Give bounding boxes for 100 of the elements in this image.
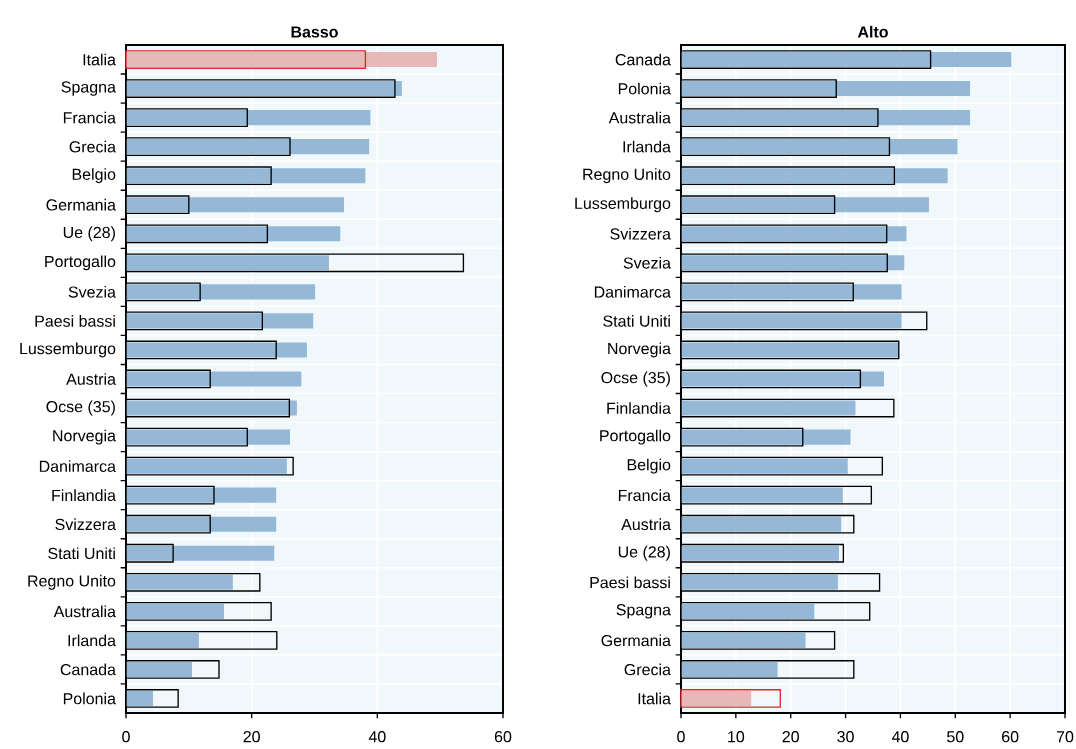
y-tick-label: Grecia — [69, 140, 116, 153]
bar — [681, 632, 806, 648]
y-tick-label: Norvegia — [53, 429, 116, 445]
bar — [681, 690, 752, 707]
bar — [126, 255, 329, 271]
bar — [681, 371, 884, 387]
bar — [126, 51, 438, 68]
bar — [681, 110, 971, 126]
bar — [126, 342, 307, 358]
y-tick-label: Paesi bassi — [35, 315, 115, 327]
bar — [126, 81, 402, 97]
bar — [126, 458, 287, 474]
y-tick-label: Danimarca — [39, 460, 116, 472]
y-tick-label: Svizzera — [610, 227, 671, 240]
x-tick-label: 0 — [677, 731, 685, 743]
bar — [126, 313, 314, 329]
y-tick-label: Austria — [621, 518, 671, 531]
bar — [681, 81, 971, 97]
bar — [126, 226, 341, 242]
bar — [126, 168, 366, 184]
bar — [126, 371, 302, 387]
y-tick-label: Finlandia — [52, 489, 116, 502]
y-tick-label: Canada — [615, 53, 671, 66]
bar — [681, 603, 815, 619]
bar — [126, 516, 277, 532]
bar — [681, 516, 842, 532]
y-tick-label: Regno Unito — [583, 168, 671, 184]
y-tick-label: Svezia — [68, 286, 116, 298]
bar — [681, 429, 851, 445]
x-tick-label: 30 — [837, 731, 854, 743]
y-tick-label: Ocse (35) — [601, 371, 670, 387]
y-tick-label: Francia — [63, 111, 116, 124]
y-tick-label: Paesi bassi — [590, 576, 670, 589]
y-tick-label: Grecia — [624, 663, 671, 676]
y-tick-label: Irlanda — [623, 140, 671, 153]
bar — [681, 574, 838, 590]
bar — [126, 487, 277, 503]
bar — [126, 632, 199, 648]
y-tick-label: Svizzera — [55, 518, 116, 531]
x-tick-label: 20 — [782, 731, 799, 743]
bar — [681, 51, 1012, 68]
y-tick-label: Australia — [53, 605, 116, 618]
bar — [126, 574, 233, 590]
x-tick-label: 50 — [947, 731, 964, 743]
y-tick-label: Irlanda — [68, 634, 116, 647]
bar — [681, 168, 948, 184]
y-tick-label: Spagna — [616, 604, 671, 619]
bar — [126, 400, 297, 416]
y-tick-label: Polonia — [63, 692, 116, 705]
y-tick-label: Austria — [66, 373, 116, 385]
y-tick-label: Lussemburgo — [575, 197, 671, 213]
x-tick-label: 20 — [243, 731, 260, 743]
x-tick-label: 60 — [1002, 731, 1019, 743]
y-tick-label: Lussemburgo — [20, 342, 116, 358]
y-tick-label: Francia — [618, 489, 671, 502]
bar — [681, 255, 905, 271]
bar — [126, 110, 371, 126]
y-tick-label: Italia — [83, 53, 116, 66]
y-tick-label: Canada — [60, 663, 116, 676]
bar — [126, 139, 370, 155]
bar — [681, 197, 929, 213]
y-tick-label: Australia — [608, 111, 671, 124]
bar — [126, 603, 225, 619]
chart-title: Basso — [291, 26, 338, 38]
y-tick-label: Stati Uniti — [603, 315, 670, 327]
y-tick-label: Danimarca — [594, 286, 671, 298]
bar — [681, 313, 902, 329]
bar — [681, 139, 958, 155]
bar — [126, 284, 316, 300]
bar — [681, 226, 907, 242]
y-tick-label: Ue (28) — [618, 545, 670, 561]
x-tick-label: 40 — [368, 731, 386, 743]
bar — [126, 545, 275, 561]
bar — [681, 284, 902, 300]
bar — [126, 429, 290, 445]
y-tick-label: Spagna — [61, 81, 116, 96]
bar — [681, 545, 839, 561]
y-tick-label: Regno Unito — [28, 574, 116, 590]
y-tick-label: Portogallo — [45, 255, 116, 271]
y-tick-label: Norvegia — [608, 342, 671, 358]
bar — [681, 661, 778, 677]
x-tick-label: 10 — [728, 731, 745, 743]
bar — [126, 197, 345, 213]
chart-title: Alto — [857, 25, 888, 38]
bar — [681, 487, 843, 503]
y-tick-label: Svezia — [623, 256, 671, 269]
bar — [125, 50, 367, 69]
y-tick-label: Italia — [638, 692, 671, 705]
y-tick-label: Polonia — [618, 82, 671, 95]
y-tick-label: Germania — [46, 198, 116, 211]
y-tick-label: Germania — [601, 634, 671, 647]
y-tick-label: Ocse (35) — [46, 400, 115, 416]
y-tick-label: Stati Uniti — [48, 547, 115, 560]
bar — [681, 458, 848, 474]
bar — [680, 689, 781, 708]
y-tick-label: Portogallo — [600, 429, 671, 445]
x-tick-label: 0 — [122, 731, 130, 743]
bar — [126, 661, 192, 677]
y-tick-label: Ue (28) — [63, 226, 115, 242]
x-tick-label: 70 — [1056, 731, 1074, 743]
